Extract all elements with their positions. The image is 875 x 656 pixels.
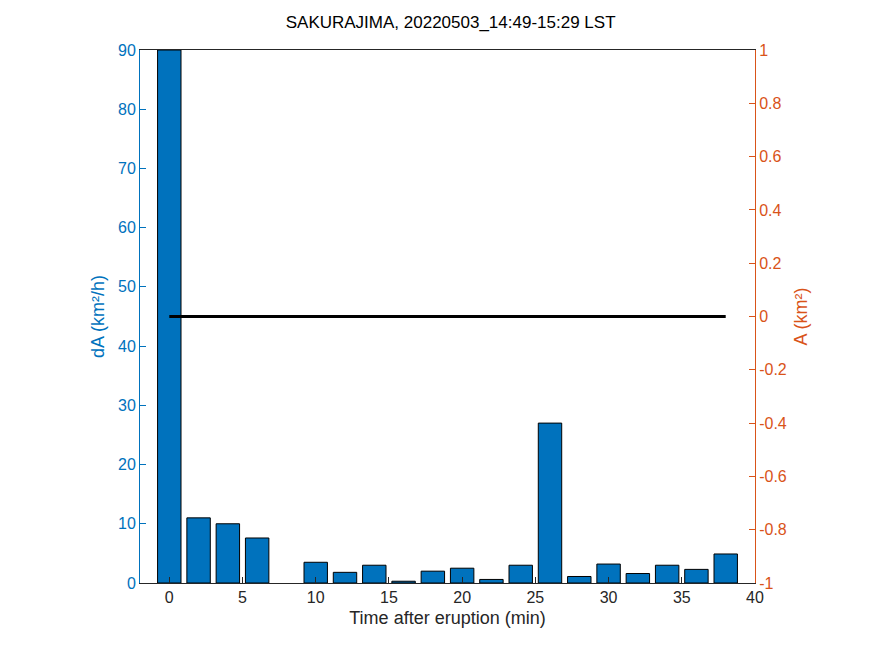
svg-text:10: 10 (307, 589, 325, 606)
svg-text:10: 10 (118, 515, 136, 532)
svg-text:15: 15 (380, 589, 398, 606)
svg-text:30: 30 (118, 397, 136, 414)
svg-text:Time after eruption (min): Time after eruption (min) (349, 608, 545, 628)
svg-text:0.6: 0.6 (759, 148, 781, 165)
svg-text:-0.4: -0.4 (759, 415, 787, 432)
svg-text:70: 70 (118, 160, 136, 177)
svg-text:60: 60 (118, 219, 136, 236)
svg-text:-1: -1 (759, 575, 773, 592)
svg-text:0.4: 0.4 (759, 202, 781, 219)
svg-text:20: 20 (118, 456, 136, 473)
svg-text:-0.2: -0.2 (759, 361, 787, 378)
svg-text:5: 5 (238, 589, 247, 606)
svg-text:90: 90 (118, 42, 136, 59)
svg-text:dA (km²/h): dA (km²/h) (88, 275, 108, 358)
svg-text:0.2: 0.2 (759, 255, 781, 272)
svg-text:35: 35 (673, 589, 691, 606)
svg-text:A (km²): A (km²) (791, 288, 811, 346)
svg-text:0: 0 (165, 589, 174, 606)
svg-text:-0.6: -0.6 (759, 468, 787, 485)
svg-text:40: 40 (746, 589, 764, 606)
svg-text:0: 0 (759, 308, 768, 325)
svg-text:25: 25 (526, 589, 544, 606)
svg-text:SAKURAJIMA, 20220503_14:49-15:: SAKURAJIMA, 20220503_14:49-15:29 LST (286, 13, 616, 32)
svg-text:30: 30 (600, 589, 618, 606)
svg-text:20: 20 (453, 589, 471, 606)
svg-text:-0.8: -0.8 (759, 521, 787, 538)
svg-text:0: 0 (127, 575, 136, 592)
svg-text:0.8: 0.8 (759, 95, 781, 112)
svg-text:80: 80 (118, 101, 136, 118)
svg-text:1: 1 (759, 42, 768, 59)
svg-text:40: 40 (118, 338, 136, 355)
svg-text:50: 50 (118, 278, 136, 295)
